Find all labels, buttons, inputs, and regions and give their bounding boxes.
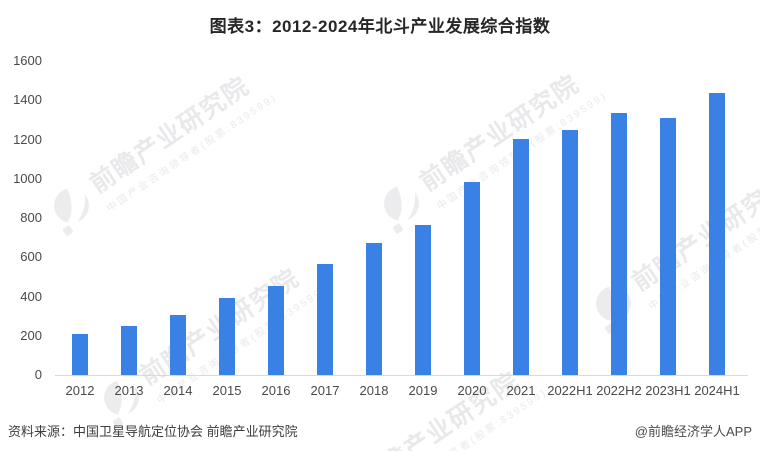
source-text: 资料来源：中国卫星导航定位协会 前瞻产业研究院: [8, 424, 298, 439]
bar-2021: [513, 139, 529, 375]
bar-2012: [72, 334, 88, 375]
y-tick-label: 1000: [13, 171, 42, 186]
y-tick-label: 1400: [13, 92, 42, 107]
x-tick-label: 2016: [261, 383, 291, 398]
y-tick-label: 0: [34, 367, 42, 382]
y-tick-label: 600: [20, 249, 42, 264]
x-tick-label: 2018: [359, 383, 389, 398]
bar-2016: [268, 286, 284, 375]
y-tick-label: 1200: [13, 132, 42, 147]
bar-2020: [464, 182, 480, 375]
bar-2022H2: [611, 113, 627, 375]
bar-2013: [121, 326, 137, 375]
y-tick-label: 200: [20, 328, 42, 343]
x-tick-label: 2014: [163, 383, 193, 398]
bar-2017: [317, 264, 333, 375]
x-tick-label: 2021: [506, 383, 536, 398]
y-tick-label: 800: [20, 210, 42, 225]
bar-2024H1: [709, 93, 725, 375]
bar-2015: [219, 298, 235, 375]
x-tick-label: 2012: [65, 383, 95, 398]
x-tick-label: 2022H2: [596, 383, 642, 398]
x-tick-label: 2024H1: [694, 383, 740, 398]
x-tick-label: 2015: [212, 383, 242, 398]
x-tick-label: 2013: [114, 383, 144, 398]
bar-2022H1: [562, 130, 578, 375]
chart-title: 图表3：2012-2024年北斗产业发展综合指数: [209, 17, 551, 36]
bar-2018: [366, 243, 382, 375]
x-tick-label: 2017: [310, 383, 340, 398]
x-tick-label: 2023H1: [645, 383, 691, 398]
bar-2019: [415, 225, 431, 375]
y-tick-label: 1600: [13, 53, 42, 68]
y-tick-label: 400: [20, 289, 42, 304]
x-tick-label: 2020: [457, 383, 487, 398]
bar-2023H1: [660, 118, 676, 375]
x-tick-label: 2019: [408, 383, 438, 398]
plot-area: [55, 61, 748, 375]
credit-text: @前瞻经济学人APP: [634, 424, 752, 439]
x-tick-label: 2022H1: [547, 383, 593, 398]
bar-2014: [170, 315, 186, 375]
x-axis-line: [55, 375, 748, 376]
